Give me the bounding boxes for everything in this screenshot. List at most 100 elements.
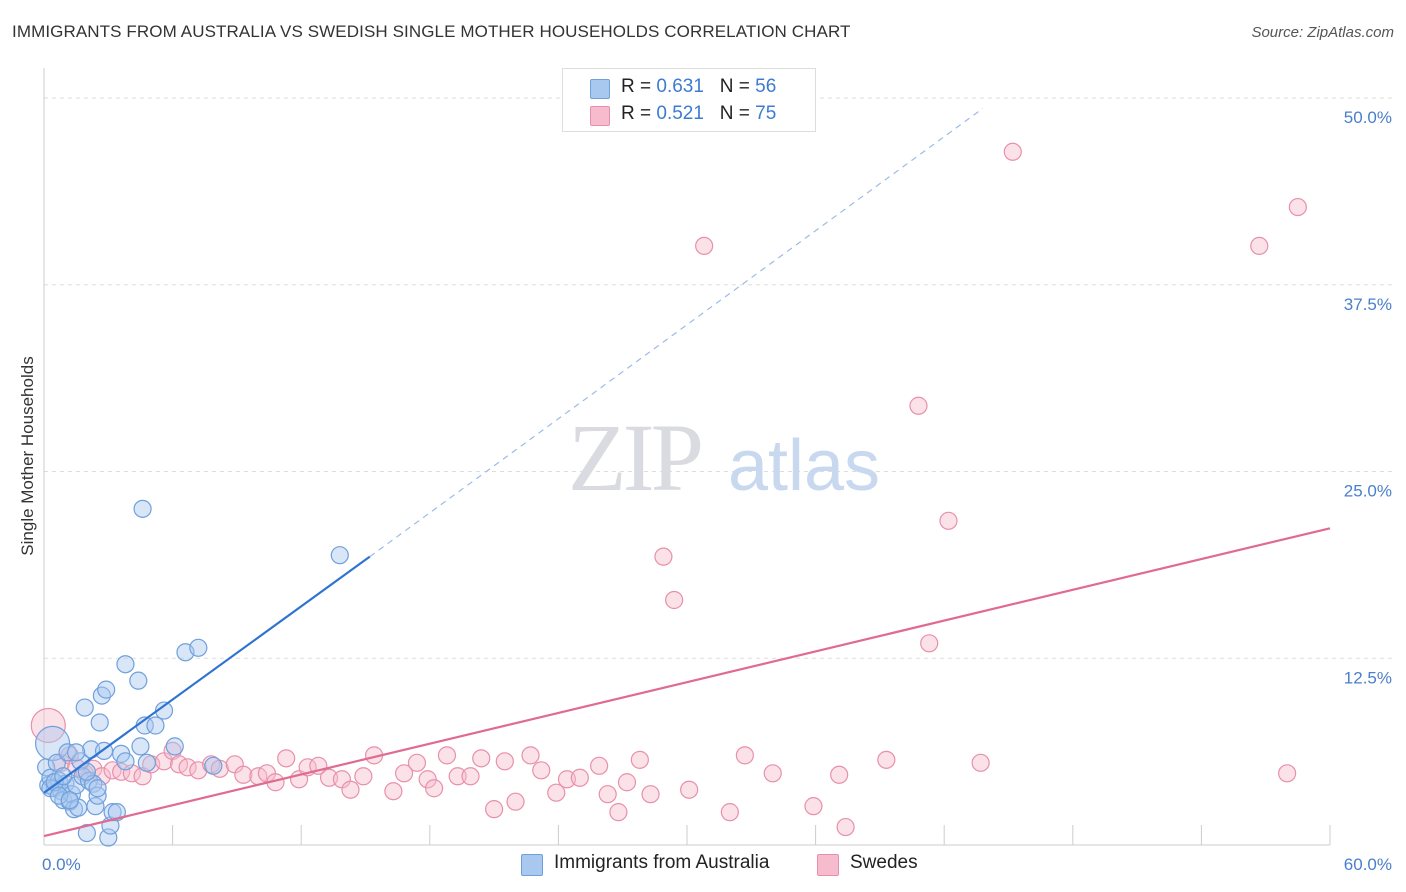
point-swedes-68 xyxy=(920,634,939,653)
x-tick-label-1: 60.0% xyxy=(1344,855,1392,874)
point-swedes-15 xyxy=(178,758,197,777)
point-australia-3 xyxy=(34,725,71,762)
point-australia-47 xyxy=(330,546,349,565)
point-swedes-33 xyxy=(384,782,403,801)
point-australia-46 xyxy=(204,756,223,775)
point-swedes-52 xyxy=(609,803,628,822)
point-swedes-66 xyxy=(877,750,896,769)
point-australia-53 xyxy=(67,743,86,762)
point-swedes-55 xyxy=(641,785,660,804)
point-swedes-51 xyxy=(598,785,617,804)
point-australia-34 xyxy=(116,752,135,771)
point-swedes-41 xyxy=(472,749,491,768)
point-swedes-20 xyxy=(234,765,253,784)
point-swedes-38 xyxy=(437,746,457,765)
point-swedes-40 xyxy=(461,767,480,786)
legend-swatch-australia xyxy=(521,854,543,876)
point-swedes-30 xyxy=(341,780,360,799)
point-australia-55 xyxy=(88,779,107,798)
point-swedes-62 xyxy=(763,764,782,783)
legend-label-swedes: Swedes xyxy=(850,852,918,873)
point-swedes-70 xyxy=(971,753,990,772)
stats-n-value: 56 xyxy=(755,76,777,97)
point-swedes-39 xyxy=(448,767,467,786)
stats-row-swedes: R = 0.521 N = 75 xyxy=(563,100,815,128)
point-australia-37 xyxy=(131,737,150,756)
watermark-zip: ZIP xyxy=(568,404,701,511)
point-swedes-61 xyxy=(735,746,754,765)
point-swedes-42 xyxy=(485,800,504,819)
point-australia-43 xyxy=(165,737,184,756)
point-swedes-24 xyxy=(277,749,296,768)
point-swedes-54 xyxy=(630,750,649,769)
point-australia-28 xyxy=(97,680,116,699)
point-australia-45 xyxy=(189,638,208,657)
legend-swatch-swedes xyxy=(817,854,839,876)
watermark-atlas: atlas xyxy=(728,426,880,506)
fit-line-australia-extension xyxy=(369,107,984,558)
point-australia-38 xyxy=(133,499,152,518)
point-swedes-45 xyxy=(521,746,540,765)
point-swedes-34 xyxy=(394,764,414,783)
tick-labels-layer: 12.5% 25.0% 37.5% 50.0% 0.0% 60.0% xyxy=(42,108,1392,874)
watermark: ZIP atlas xyxy=(568,404,880,511)
stats-row-australia: R = 0.631 N = 56 xyxy=(563,73,815,101)
x-tick-label-0: 0.0% xyxy=(42,855,81,874)
point-swedes-56 xyxy=(654,547,673,566)
point-australia-50 xyxy=(49,786,69,805)
point-swedes-47 xyxy=(547,783,566,802)
stats-box: R = 0.631 N = 56 R = 0.521 N = 75 xyxy=(562,68,816,132)
point-australia-19 xyxy=(77,823,96,843)
point-swedes-35 xyxy=(407,753,427,772)
point-swedes-59 xyxy=(695,236,714,256)
y-tick-label-0: 12.5% xyxy=(1344,668,1392,687)
point-swedes-58 xyxy=(680,780,699,799)
point-swedes-31 xyxy=(354,767,373,786)
point-swedes-57 xyxy=(665,590,684,610)
point-swedes-69 xyxy=(939,511,958,530)
stats-r-value: 0.631 xyxy=(656,76,704,97)
stats-r-label: R = xyxy=(621,76,657,97)
point-australia-35 xyxy=(116,655,135,674)
stats-r-value: 0.521 xyxy=(656,103,704,124)
point-swedes-64 xyxy=(830,765,849,784)
stats-n-label: N = xyxy=(719,76,756,97)
y-tick-label-3: 50.0% xyxy=(1344,108,1392,127)
point-australia-18 xyxy=(75,698,94,717)
point-swedes-65 xyxy=(836,817,855,837)
point-swedes-73 xyxy=(1278,764,1297,783)
stats-swatch-swedes xyxy=(590,106,610,126)
point-swedes-67 xyxy=(909,396,928,415)
point-australia-25 xyxy=(90,713,109,732)
point-swedes-36 xyxy=(418,770,437,789)
points-layer xyxy=(30,142,1307,847)
source-credit: Source: ZipAtlas.com xyxy=(1251,24,1394,41)
fit-line-australia xyxy=(43,555,371,794)
point-australia-41 xyxy=(146,716,165,735)
point-swedes-37 xyxy=(424,779,444,798)
chart-title: IMMIGRANTS FROM AUSTRALIA VS SWEDISH SIN… xyxy=(12,22,851,41)
point-swedes-0 xyxy=(30,707,66,744)
point-swedes-71 xyxy=(1003,142,1022,161)
stats-swatch-australia xyxy=(590,79,610,99)
y-tick-label-1: 25.0% xyxy=(1344,482,1392,501)
fit-line-swedes xyxy=(43,527,1331,838)
point-swedes-72 xyxy=(1250,236,1269,256)
point-swedes-46 xyxy=(532,761,551,780)
point-australia-36 xyxy=(129,671,148,690)
point-swedes-43 xyxy=(495,752,514,771)
point-australia-42 xyxy=(154,701,174,720)
stats-r-label: R = xyxy=(621,103,657,124)
point-swedes-50 xyxy=(590,756,609,775)
point-australia-52 xyxy=(60,791,79,810)
point-australia-54 xyxy=(77,762,96,781)
axis-layer xyxy=(43,68,1331,846)
point-australia-32 xyxy=(107,803,126,822)
point-australia-24 xyxy=(88,786,107,805)
point-swedes-60 xyxy=(720,803,739,822)
point-swedes-63 xyxy=(804,797,823,816)
point-swedes-53 xyxy=(617,773,637,792)
point-australia-40 xyxy=(137,753,156,772)
grid-layer xyxy=(44,97,1392,659)
